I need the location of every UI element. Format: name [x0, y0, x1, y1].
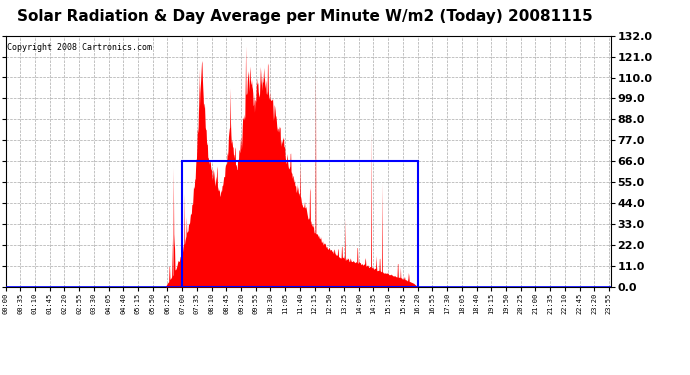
- Text: Copyright 2008 Cartronics.com: Copyright 2008 Cartronics.com: [7, 43, 152, 52]
- Text: Solar Radiation & Day Average per Minute W/m2 (Today) 20081115: Solar Radiation & Day Average per Minute…: [17, 9, 593, 24]
- Bar: [182, 161, 417, 287]
